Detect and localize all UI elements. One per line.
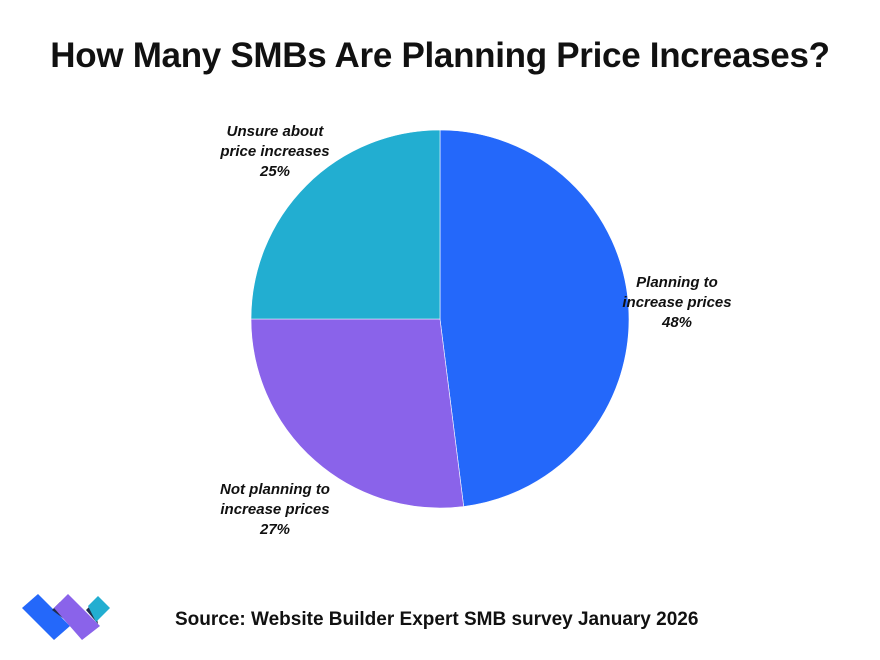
chart-title: How Many SMBs Are Planning Price Increas… — [50, 36, 830, 75]
label-line: Not planning to — [220, 481, 330, 498]
label-line: price increases — [220, 143, 330, 160]
pie-slice-1 — [250, 318, 465, 509]
value-label: 27% — [259, 521, 291, 538]
slice-label-planning: Planning to increase prices 48% — [612, 273, 742, 333]
label-line: Unsure about — [226, 123, 324, 140]
logo-teal-shape — [88, 596, 110, 622]
label-line: increase prices — [220, 501, 330, 518]
slice-label-unsure: Unsure about price increases 25% — [205, 122, 345, 182]
brand-logo — [22, 594, 110, 640]
value-label: 25% — [259, 163, 291, 180]
pie-slice-2 — [250, 129, 441, 320]
label-line: increase prices — [622, 294, 732, 311]
source-note: Source: Website Builder Expert SMB surve… — [175, 609, 699, 630]
logo-purple-shape — [54, 594, 100, 640]
pie-slice-0 — [439, 129, 630, 507]
logo-blue-shape — [22, 594, 70, 640]
value-label: 48% — [661, 314, 693, 331]
label-line: Planning to — [636, 274, 718, 291]
slice-label-not-planning: Not planning to increase prices 27% — [205, 480, 345, 540]
